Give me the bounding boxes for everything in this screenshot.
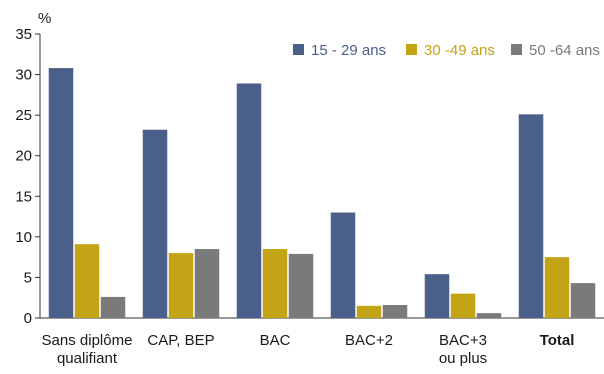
y-tick-label: 0 <box>24 310 32 327</box>
bar-2-4 <box>356 305 382 318</box>
bar-2-2 <box>168 253 194 318</box>
y-tick-label: 30 <box>15 67 32 84</box>
bar-1-4 <box>330 212 356 318</box>
bar-3-1 <box>100 296 126 318</box>
y-unit-label: % <box>38 10 51 27</box>
y-tick-label: 10 <box>15 229 32 246</box>
bar-2-3 <box>262 249 288 318</box>
y-tick-label: 15 <box>15 188 32 205</box>
legend-label: 30 -49 ans <box>424 42 495 59</box>
bar-1-2 <box>142 129 168 318</box>
bar-2-5 <box>450 293 476 318</box>
x-category-label: BAC+3 ou plus <box>439 332 487 367</box>
x-category-label: Total <box>540 332 575 349</box>
bar-3-2 <box>194 249 220 318</box>
legend-swatch <box>293 44 304 55</box>
y-tick-label: 20 <box>15 148 32 165</box>
bar-3-6 <box>570 283 596 318</box>
bar-3-5 <box>476 313 502 318</box>
legend-label: 50 -64 ans <box>529 42 600 59</box>
bar-1-6 <box>518 114 544 319</box>
x-category-label: Sans diplôme qualifiant <box>42 332 133 367</box>
bar-2-6 <box>544 257 570 318</box>
x-category-label: BAC <box>260 332 291 349</box>
x-category-label: CAP, BEP <box>147 332 214 349</box>
legend-label: 15 - 29 ans <box>311 42 386 59</box>
y-ticks: 0 5 10 15 20 25 30 35 <box>15 26 40 327</box>
legend-swatch <box>406 44 417 55</box>
y-tick-label: 25 <box>15 107 32 124</box>
bar-3-3 <box>288 253 314 318</box>
legend: 15 - 29 ans 30 -49 ans 50 -64 ans <box>293 42 600 59</box>
y-tick-label: 35 <box>15 26 32 43</box>
bar-3-4 <box>382 305 408 318</box>
legend-swatch <box>511 44 522 55</box>
x-category-label: BAC+2 <box>345 332 393 349</box>
bar-1-5 <box>424 274 450 318</box>
bar-1-1 <box>48 68 74 318</box>
bar-1-3 <box>236 83 262 318</box>
bars <box>48 68 596 319</box>
x-category-labels: Sans diplôme qualifiant CAP, BEP BAC BAC+2 BA… <box>42 332 575 367</box>
bar-2-1 <box>74 244 100 318</box>
y-tick-label: 5 <box>24 269 32 286</box>
